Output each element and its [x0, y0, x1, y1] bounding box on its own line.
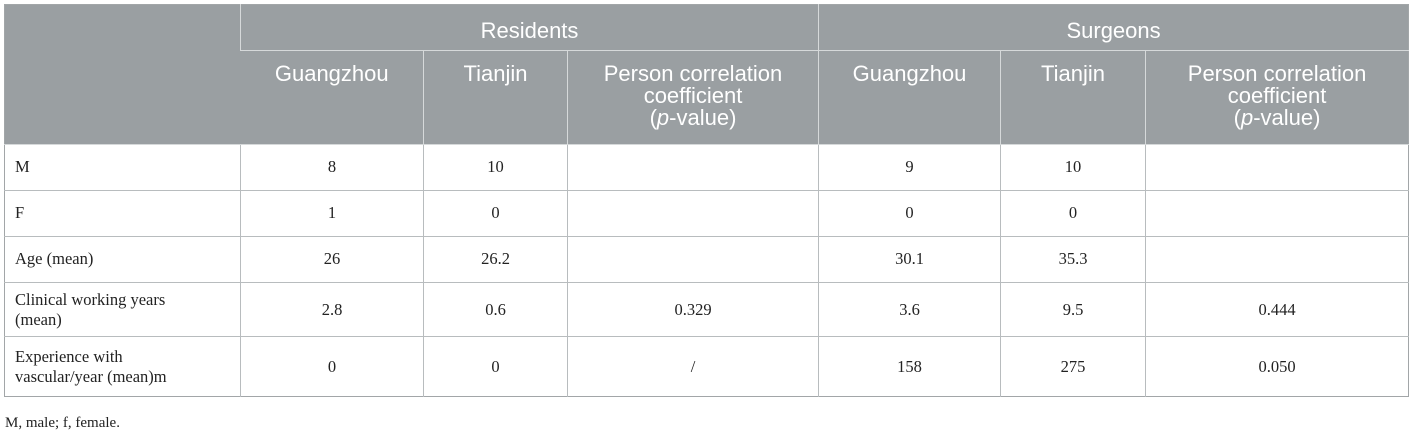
cell-residents-correlation: / — [566, 336, 819, 397]
row-label: Age (mean) — [4, 236, 241, 283]
cell-residents-correlation: 0.329 — [566, 282, 819, 337]
cell-residents-correlation — [566, 144, 819, 191]
table-row: M 8 10 9 10 — [5, 144, 1409, 191]
cell-residents-correlation — [566, 190, 819, 237]
header-corr-p-close: -value) — [1253, 105, 1321, 130]
row-label-line2: (mean) — [15, 309, 62, 329]
header-corr-p-open: ( — [649, 105, 657, 130]
cell-residents-guangzhou: 1 — [240, 190, 424, 237]
table-container: Residents Surgeons Guangzhou Tianjin Per… — [4, 4, 1410, 397]
header-surgeons-tianjin: Tianjin — [1000, 50, 1146, 145]
header-corr-p-open: ( — [1233, 105, 1241, 130]
cell-surgeons-tianjin: 35.3 — [1000, 236, 1146, 283]
header-surgeons-guangzhou: Guangzhou — [818, 50, 1001, 145]
table-row: Age (mean) 26 26.2 30.1 35.3 — [4, 236, 1409, 283]
cell-surgeons-correlation: 0.050 — [1145, 336, 1409, 397]
header-corr-line2: coefficient — [1227, 83, 1327, 108]
header-residents-correlation: Person correlation coefficient (p-value) — [566, 50, 819, 145]
header-empty-corner — [4, 4, 241, 145]
cell-residents-guangzhou: 26 — [240, 236, 424, 283]
cell-residents-tianjin: 0 — [423, 336, 568, 397]
cell-surgeons-guangzhou: 3.6 — [818, 282, 1001, 337]
header-corr-line1: Person correlation — [1187, 61, 1367, 86]
header-corr-p-italic: p — [1240, 105, 1254, 130]
header-corr-p-italic: p — [656, 105, 670, 130]
row-label: Experience with vascular/year (mean)m — [4, 336, 241, 397]
group-header-residents: Residents — [239, 4, 819, 51]
cell-surgeons-tianjin: 0 — [1000, 190, 1146, 237]
table-row: F 1 0 0 0 — [4, 190, 1409, 237]
header-corr-line1: Person correlation — [603, 61, 783, 86]
cell-residents-tianjin: 0 — [423, 190, 568, 237]
header-corr-line3: (p-value) — [568, 107, 818, 129]
cell-surgeons-guangzhou: 158 — [818, 336, 1001, 397]
row-label: M — [15, 156, 30, 176]
cell-residents-guangzhou: 2.8 — [240, 282, 424, 337]
table-footnote: M, male; f, female. — [5, 415, 120, 431]
cell-surgeons-tianjin: 9.5 — [1000, 282, 1146, 337]
cell-surgeons-guangzhou: 0 — [818, 190, 1001, 237]
cell-surgeons-correlation — [1145, 236, 1409, 283]
data-table: Residents Surgeons Guangzhou Tianjin Per… — [4, 4, 1410, 397]
row-label: F — [4, 190, 241, 237]
cell-surgeons-correlation — [1145, 190, 1409, 237]
header-corr-line2: coefficient — [643, 83, 743, 108]
cell-surgeons-correlation: 0.444 — [1145, 282, 1409, 337]
row-label-line1: Experience with — [15, 346, 123, 366]
cell-surgeons-correlation — [1145, 144, 1409, 191]
row-label: Clinical working years (mean) — [4, 282, 241, 337]
cell-residents-correlation — [566, 236, 819, 283]
table-row: Experience with vascular/year (mean)m 0 … — [4, 336, 1409, 397]
row-label-line1: Clinical working years — [15, 289, 166, 309]
header-corr-line3: (p-value) — [1146, 107, 1408, 129]
cell-residents-tianjin: 10 — [423, 144, 568, 191]
cell-residents-tianjin: 26.2 — [423, 236, 568, 283]
table-row: Clinical working years (mean) 2.8 0.6 0.… — [4, 282, 1409, 337]
cell-residents-guangzhou: 0 — [240, 336, 424, 397]
header-corr-p-close: -value) — [669, 105, 737, 130]
row-label-line2: vascular/year (mean)m — [15, 366, 167, 386]
cell-surgeons-tianjin: 275 — [1000, 336, 1146, 397]
cell-residents-guangzhou: 8 — [240, 144, 424, 191]
cell-residents-tianjin: 0.6 — [423, 282, 568, 337]
group-header-surgeons: Surgeons — [818, 4, 1409, 51]
header-residents-guangzhou: Guangzhou — [240, 50, 424, 145]
header-residents-tianjin: Tianjin — [423, 50, 568, 145]
header-surgeons-correlation: Person correlation coefficient (p-value) — [1145, 50, 1409, 145]
cell-surgeons-tianjin: 10 — [1000, 144, 1146, 191]
cell-surgeons-guangzhou: 30.1 — [818, 236, 1001, 283]
cell-surgeons-guangzhou: 9 — [818, 144, 1001, 191]
